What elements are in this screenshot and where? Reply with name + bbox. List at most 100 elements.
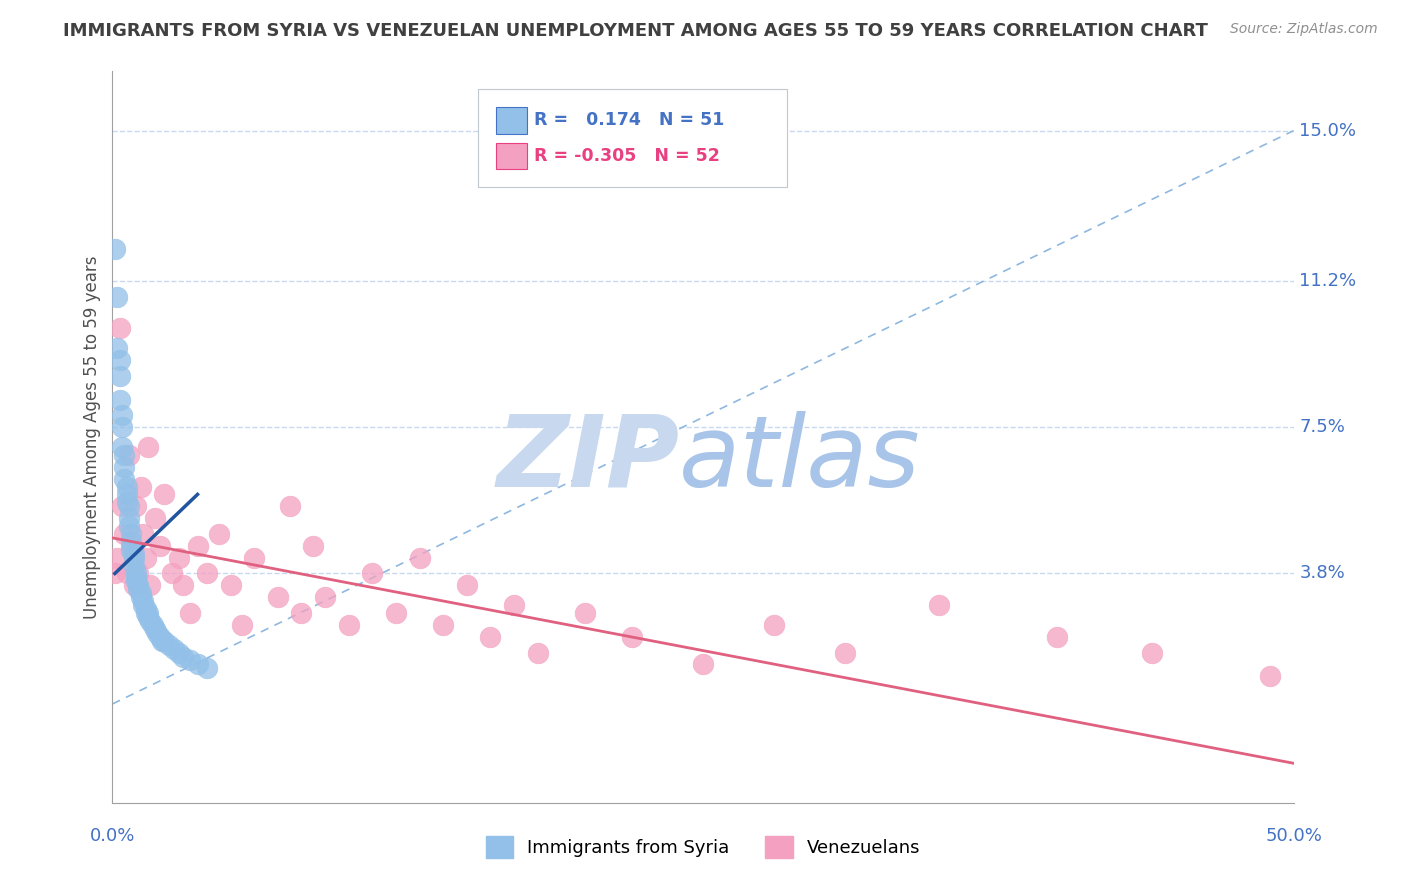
Point <box>139 578 162 592</box>
Text: 11.2%: 11.2% <box>1299 272 1357 290</box>
Point <box>526 646 548 660</box>
Point <box>127 566 149 581</box>
Point <box>385 606 408 620</box>
Point <box>115 495 138 509</box>
Point <box>432 618 454 632</box>
Point <box>135 602 157 616</box>
Point <box>762 618 785 632</box>
Point <box>150 633 173 648</box>
Point <box>139 614 162 628</box>
Point <box>118 448 141 462</box>
Text: R = -0.305   N = 52: R = -0.305 N = 52 <box>534 147 720 165</box>
Point <box>186 539 208 553</box>
Point <box>105 290 128 304</box>
Point <box>1046 630 1069 644</box>
Point <box>125 574 148 589</box>
Point <box>456 578 478 592</box>
Point <box>337 618 360 632</box>
Point <box>153 633 176 648</box>
Point <box>118 511 141 525</box>
Point <box>111 420 134 434</box>
Point <box>149 539 172 553</box>
Point <box>104 242 127 256</box>
Point <box>142 618 165 632</box>
Point <box>163 641 186 656</box>
Point <box>111 440 134 454</box>
Point <box>267 591 290 605</box>
Point <box>179 606 201 620</box>
Point <box>136 606 159 620</box>
Text: 3.8%: 3.8% <box>1299 565 1346 582</box>
Text: atlas: atlas <box>679 410 921 508</box>
Point <box>115 479 138 493</box>
Point <box>208 527 231 541</box>
Text: 15.0%: 15.0% <box>1299 121 1357 140</box>
Point <box>118 519 141 533</box>
Point <box>120 539 142 553</box>
Y-axis label: Unemployment Among Ages 55 to 59 years: Unemployment Among Ages 55 to 59 years <box>83 255 101 619</box>
Point <box>479 630 502 644</box>
Point <box>834 646 856 660</box>
Point <box>105 550 128 565</box>
Point <box>135 550 157 565</box>
Point <box>186 657 208 672</box>
Point <box>127 578 149 592</box>
Text: R =   0.174   N = 51: R = 0.174 N = 51 <box>534 112 724 129</box>
Point <box>1140 646 1163 660</box>
Point <box>692 657 714 672</box>
Point <box>928 598 950 612</box>
Point <box>408 550 430 565</box>
Point <box>122 578 145 592</box>
Point <box>136 610 159 624</box>
Point <box>112 472 135 486</box>
Point <box>112 459 135 474</box>
Point <box>118 500 141 514</box>
Point <box>108 368 131 383</box>
Point <box>112 448 135 462</box>
Point <box>195 566 218 581</box>
Point <box>219 578 242 592</box>
Point <box>120 542 142 557</box>
Point <box>135 606 157 620</box>
Text: ZIP: ZIP <box>496 410 679 508</box>
Point <box>167 550 190 565</box>
Text: 0.0%: 0.0% <box>90 827 135 845</box>
Point <box>231 618 253 632</box>
Point <box>122 547 145 561</box>
Point <box>115 566 138 581</box>
Text: Source: ZipAtlas.com: Source: ZipAtlas.com <box>1230 22 1378 37</box>
Point <box>122 550 145 565</box>
Point <box>132 598 155 612</box>
Point <box>111 409 134 423</box>
Point <box>167 646 190 660</box>
Point <box>104 566 127 581</box>
Point <box>112 527 135 541</box>
Point <box>149 630 172 644</box>
Point <box>125 570 148 584</box>
Point <box>361 566 384 581</box>
Point <box>108 321 131 335</box>
Point <box>120 527 142 541</box>
Point <box>132 527 155 541</box>
Point <box>132 594 155 608</box>
Point <box>125 500 148 514</box>
Point <box>129 586 152 600</box>
Point <box>157 638 180 652</box>
Point <box>290 606 312 620</box>
Point <box>179 653 201 667</box>
Point <box>143 511 166 525</box>
Point <box>105 341 128 355</box>
Point <box>127 582 149 597</box>
Point <box>153 487 176 501</box>
Point <box>136 440 159 454</box>
Point <box>111 500 134 514</box>
Point <box>125 566 148 581</box>
Text: IMMIGRANTS FROM SYRIA VS VENEZUELAN UNEMPLOYMENT AMONG AGES 55 TO 59 YEARS CORRE: IMMIGRANTS FROM SYRIA VS VENEZUELAN UNEM… <box>63 22 1208 40</box>
Text: 7.5%: 7.5% <box>1299 418 1346 436</box>
Point <box>146 625 169 640</box>
Point <box>108 353 131 368</box>
Point <box>314 591 336 605</box>
Point <box>120 534 142 549</box>
Point <box>195 661 218 675</box>
Point <box>115 487 138 501</box>
